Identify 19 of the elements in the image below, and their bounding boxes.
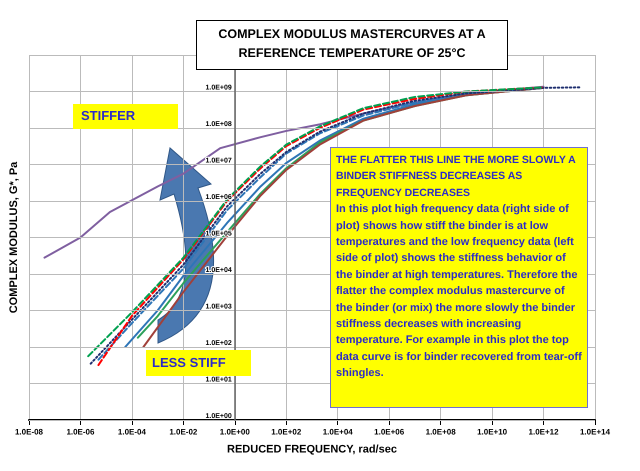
x-tick-label: 1.0E+14 <box>580 428 611 436</box>
x-axis-title: REDUCED FREQUENCY, rad/sec <box>227 444 397 456</box>
x-tick-label: 1.0E-06 <box>66 428 96 436</box>
annotation: THE FLATTER THIS LINE THE MORE SLOWLY A BINDER STIFFNESS DECREASES AS FREQUENCY DECREASES <box>336 153 576 201</box>
x-tick-label: 1.0E-08 <box>14 428 44 436</box>
x-tick-label: 1.0E-04 <box>118 428 146 436</box>
y-axis-title: COMPLEX MODULUS, G*, Pa <box>8 160 20 314</box>
text: In this plot high frequency data (right side of plot) shows how stiff the binder is at low temperatures and the low frequency data (left side of plot) shows the stiffness behavior of the binder at high temperatures. Therefore the flatter the complex modulus mastercurve of the binder (or mix) the more slowly the binder stiffness decreases with increasing temperature. For example in this plot the top data curve is for binder recovered from tear-off shingles. <box>336 203 582 380</box>
x-tick-label: 1.0E+08 <box>426 428 456 436</box>
annotation: STIFFER <box>81 108 136 123</box>
x-tick-label: 1.0E+00 <box>220 428 250 436</box>
x-tick-label: 1.0E+02 <box>271 428 302 436</box>
x-tick-label: 1.0E+12 <box>528 428 560 436</box>
x-tick-label: 1.0E-02 <box>169 428 198 436</box>
x-tick-label: 1.0E+10 <box>477 428 508 436</box>
annotation: LESS STIFF <box>152 355 226 370</box>
x-tick-label: 1.0E+04 <box>322 428 354 436</box>
x-tick-label: 1.0E+06 <box>374 428 405 436</box>
chart-title: COMPLEX MODULUS MASTERCURVES AT A REFERENCE TEMPERATURE OF 25°C <box>217 26 487 62</box>
